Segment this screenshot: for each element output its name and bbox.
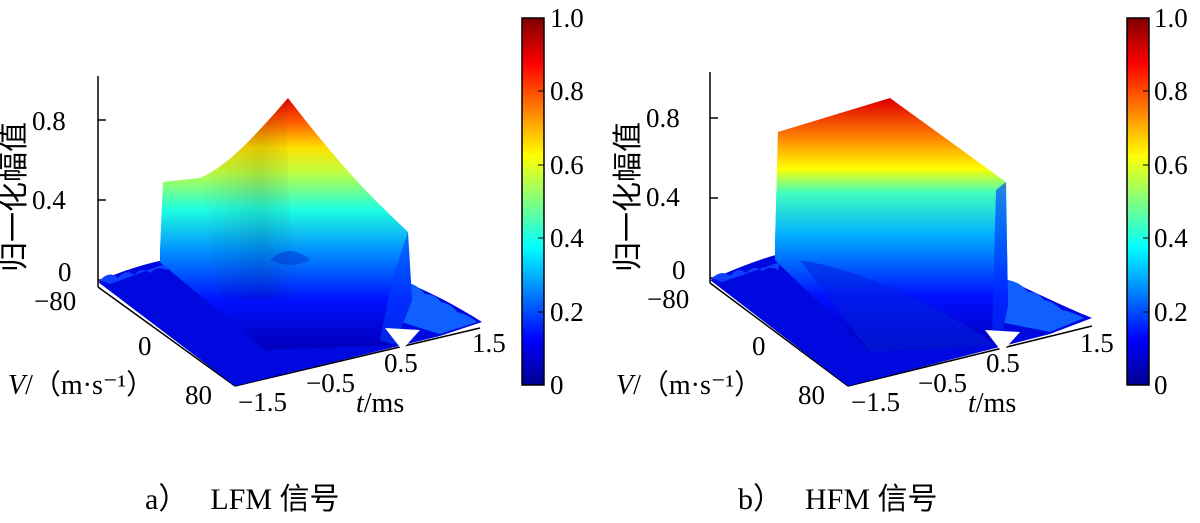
- t-tick-label: 0.5: [986, 348, 1020, 378]
- v-tick-label: −80: [34, 286, 76, 316]
- t-axis: [847, 325, 1093, 387]
- z-axis-label: 归一化幅值: [0, 122, 31, 272]
- z-tick-label: 0: [58, 257, 72, 287]
- v-tick-label: −80: [647, 284, 689, 314]
- v-axis-label: V/（m·s⁻¹）: [8, 369, 154, 401]
- v-tick-label: 80: [185, 380, 212, 410]
- t-tick-label: −1.5: [851, 387, 900, 417]
- z-axis-label: 归一化幅值: [612, 122, 645, 272]
- colorbar-label: 1.0: [550, 3, 584, 33]
- ripple-right: [1000, 280, 1084, 332]
- colorbar-ticks-b: [1143, 17, 1149, 386]
- panel-b: 0.8 0.4 0 归一化幅值 −80 0 80 V/（m·s⁻¹） −1.5 …: [612, 3, 1188, 419]
- t-tick-label: 1.5: [1080, 328, 1114, 358]
- colorbar-ticks-a: [538, 17, 544, 386]
- colorbar-label: 0.8: [550, 76, 584, 106]
- t-axis-label: t/ms: [968, 388, 1016, 419]
- colorbar-label: 0.2: [550, 297, 584, 327]
- v-tick-label: 80: [798, 380, 825, 410]
- t-axis: [234, 327, 481, 387]
- colorbar-label: 0: [1154, 370, 1168, 400]
- v-axis: [97, 286, 236, 387]
- colorbar-label: 0.2: [1154, 297, 1188, 327]
- caption-b: b） HFM 信号: [738, 474, 938, 518]
- caption-tag: b）: [738, 483, 783, 516]
- v-axis-label: V/（m·s⁻¹）: [616, 369, 762, 401]
- caption-tag: a）: [145, 483, 189, 516]
- z-tick-label: 0.4: [646, 182, 680, 212]
- colorbar-label: 0.6: [1154, 150, 1188, 180]
- t-axis-label: t/ms: [356, 388, 404, 419]
- z-tick-label: 0: [672, 255, 686, 285]
- colorbar: [521, 17, 545, 386]
- panel-a: 0.8 0.4 0 归一化幅值 −80 0 80 V/（m·s⁻¹） −1.5: [0, 3, 584, 419]
- colorbar-label: 0.6: [550, 150, 584, 180]
- z-tick-label: 0.4: [32, 185, 66, 215]
- t-tick-label: −0.5: [918, 368, 967, 398]
- t-tick-label: 0.5: [384, 348, 418, 378]
- z-tick-label: 0.8: [646, 103, 680, 133]
- caption-title: HFM 信号: [805, 483, 938, 516]
- v-tick-label: 0: [752, 331, 766, 361]
- ripple-right: [395, 282, 477, 334]
- t-tick-label: −0.5: [306, 368, 355, 398]
- v-axis: [709, 282, 849, 387]
- colorbar-label: 0.4: [1154, 223, 1188, 253]
- caption-title: LFM 信号: [210, 483, 340, 516]
- colorbar-label: 0.8: [1154, 76, 1188, 106]
- colorbar-label: 1.0: [1154, 3, 1188, 33]
- t-tick-label: −1.5: [238, 387, 287, 417]
- colorbar-label: 0: [550, 370, 564, 400]
- v-tick-label: 0: [138, 331, 152, 361]
- t-tick-label: 1.5: [472, 328, 506, 358]
- z-tick-label: 0.8: [32, 106, 66, 136]
- colorbar: [1126, 17, 1150, 386]
- caption-a: a） LFM 信号: [145, 474, 340, 518]
- colorbar-label: 0.4: [550, 223, 584, 253]
